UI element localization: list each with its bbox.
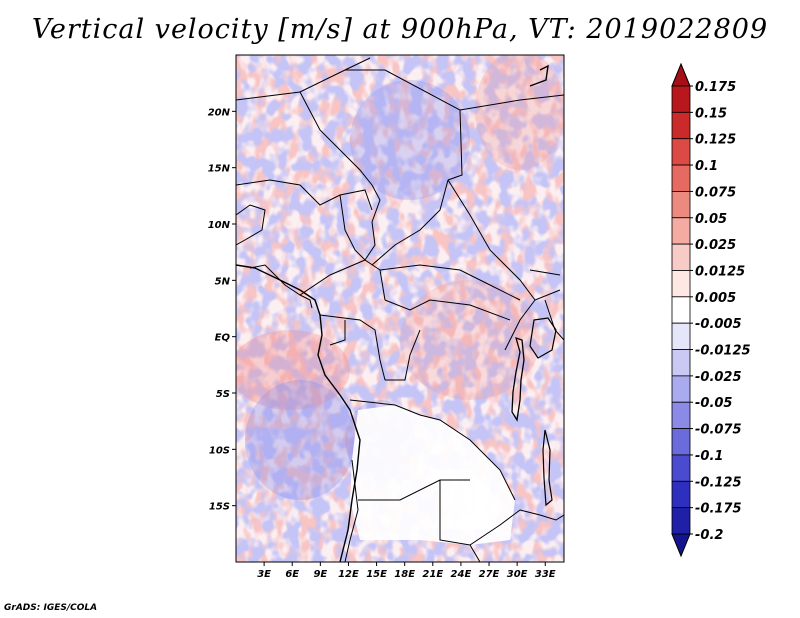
x-tick-label: 30E (507, 569, 528, 580)
colorbar-max-arrow (671, 62, 691, 87)
colorbar-segment (671, 191, 691, 219)
colorbar-level-label: -0.2 (695, 528, 723, 543)
colorbar-level-label: 0.025 (695, 238, 736, 253)
colorbar-level-label: -0.05 (695, 396, 732, 411)
grads-credit: GrADS: IGES/COLA (4, 603, 98, 613)
colorbar-level-label: 0.175 (695, 80, 736, 95)
y-tick-label: 5S (216, 389, 230, 400)
colorbar-level-label: -0.125 (695, 475, 742, 490)
y-tick-label: 10N (208, 220, 231, 231)
x-tick-label: 3E (257, 569, 271, 580)
colorbar-segment (671, 217, 691, 245)
x-tick-label: 27E (479, 569, 500, 580)
x-tick-label: 33E (535, 569, 556, 580)
colorbar-segment (671, 375, 691, 403)
colorbar-segment (671, 164, 691, 192)
x-tick-label: 18E (394, 569, 415, 580)
y-tick-label: 20N (208, 107, 231, 118)
colorbar-segment (671, 401, 691, 429)
colorbar-segment (671, 296, 691, 324)
y-tick-label: 15S (209, 502, 230, 513)
colorbar-segment (671, 85, 691, 113)
colorbar-segment (671, 480, 691, 509)
colorbar-segment (671, 270, 691, 298)
y-tick-label: 10S (209, 445, 230, 456)
colorbar-segment (671, 243, 691, 271)
colorbar-segment (671, 111, 691, 140)
colorbar-level-label: -0.0125 (695, 344, 751, 359)
colorbar-level-label: 0.005 (695, 291, 736, 306)
y-axis: 20N 15N 10N 5N EQ 5S 10S 15S (208, 107, 236, 513)
velocity-field (236, 55, 564, 562)
colorbar-segment (671, 428, 691, 456)
x-tick-label: 15E (366, 569, 387, 580)
x-tick-label: 6E (285, 569, 299, 580)
x-tick-label: 9E (313, 569, 327, 580)
colorbar-level-label: -0.1 (695, 449, 723, 464)
colorbar-level-label: 0.05 (695, 212, 727, 227)
colorbar (671, 62, 691, 558)
colorbar-level-label: 0.125 (695, 133, 736, 148)
colorbar-min-arrow (671, 533, 691, 558)
chart-title: Vertical velocity [m/s] at 900hPa, VT: 2… (31, 14, 769, 45)
x-tick-label: 12E (338, 569, 359, 580)
map-frame (235, 54, 565, 563)
y-tick-label: 15N (208, 164, 231, 175)
colorbar-level-label: -0.005 (695, 317, 742, 332)
colorbar-level-label: -0.175 (695, 502, 742, 517)
colorbar-level-label: 0.075 (695, 185, 736, 200)
colorbar-segment (671, 322, 691, 350)
colorbar-level-label: 0.1 (695, 159, 718, 174)
colorbar-level-label: 0.15 (695, 106, 727, 121)
colorbar-segment (671, 454, 691, 482)
y-tick-label: EQ (215, 333, 231, 344)
colorbar-segment (671, 507, 691, 535)
x-tick-label: 24E (451, 569, 472, 580)
colorbar-segment (671, 138, 691, 166)
colorbar-labels: 0.175 0.15 0.125 0.1 0.075 0.05 0.025 0.0125 0.0… (690, 80, 751, 543)
colorbar-level-label: -0.075 (695, 423, 742, 438)
x-tick-label: 21E (422, 569, 443, 580)
colorbar-segment (671, 349, 691, 377)
x-axis: 3E 6E 9E 12E 15E 18E 21E 24E 27E 30E 33E (257, 562, 556, 580)
colorbar-level-label: -0.025 (695, 370, 742, 385)
colorbar-level-label: 0.0125 (695, 264, 745, 279)
y-tick-label: 5N (215, 276, 231, 287)
